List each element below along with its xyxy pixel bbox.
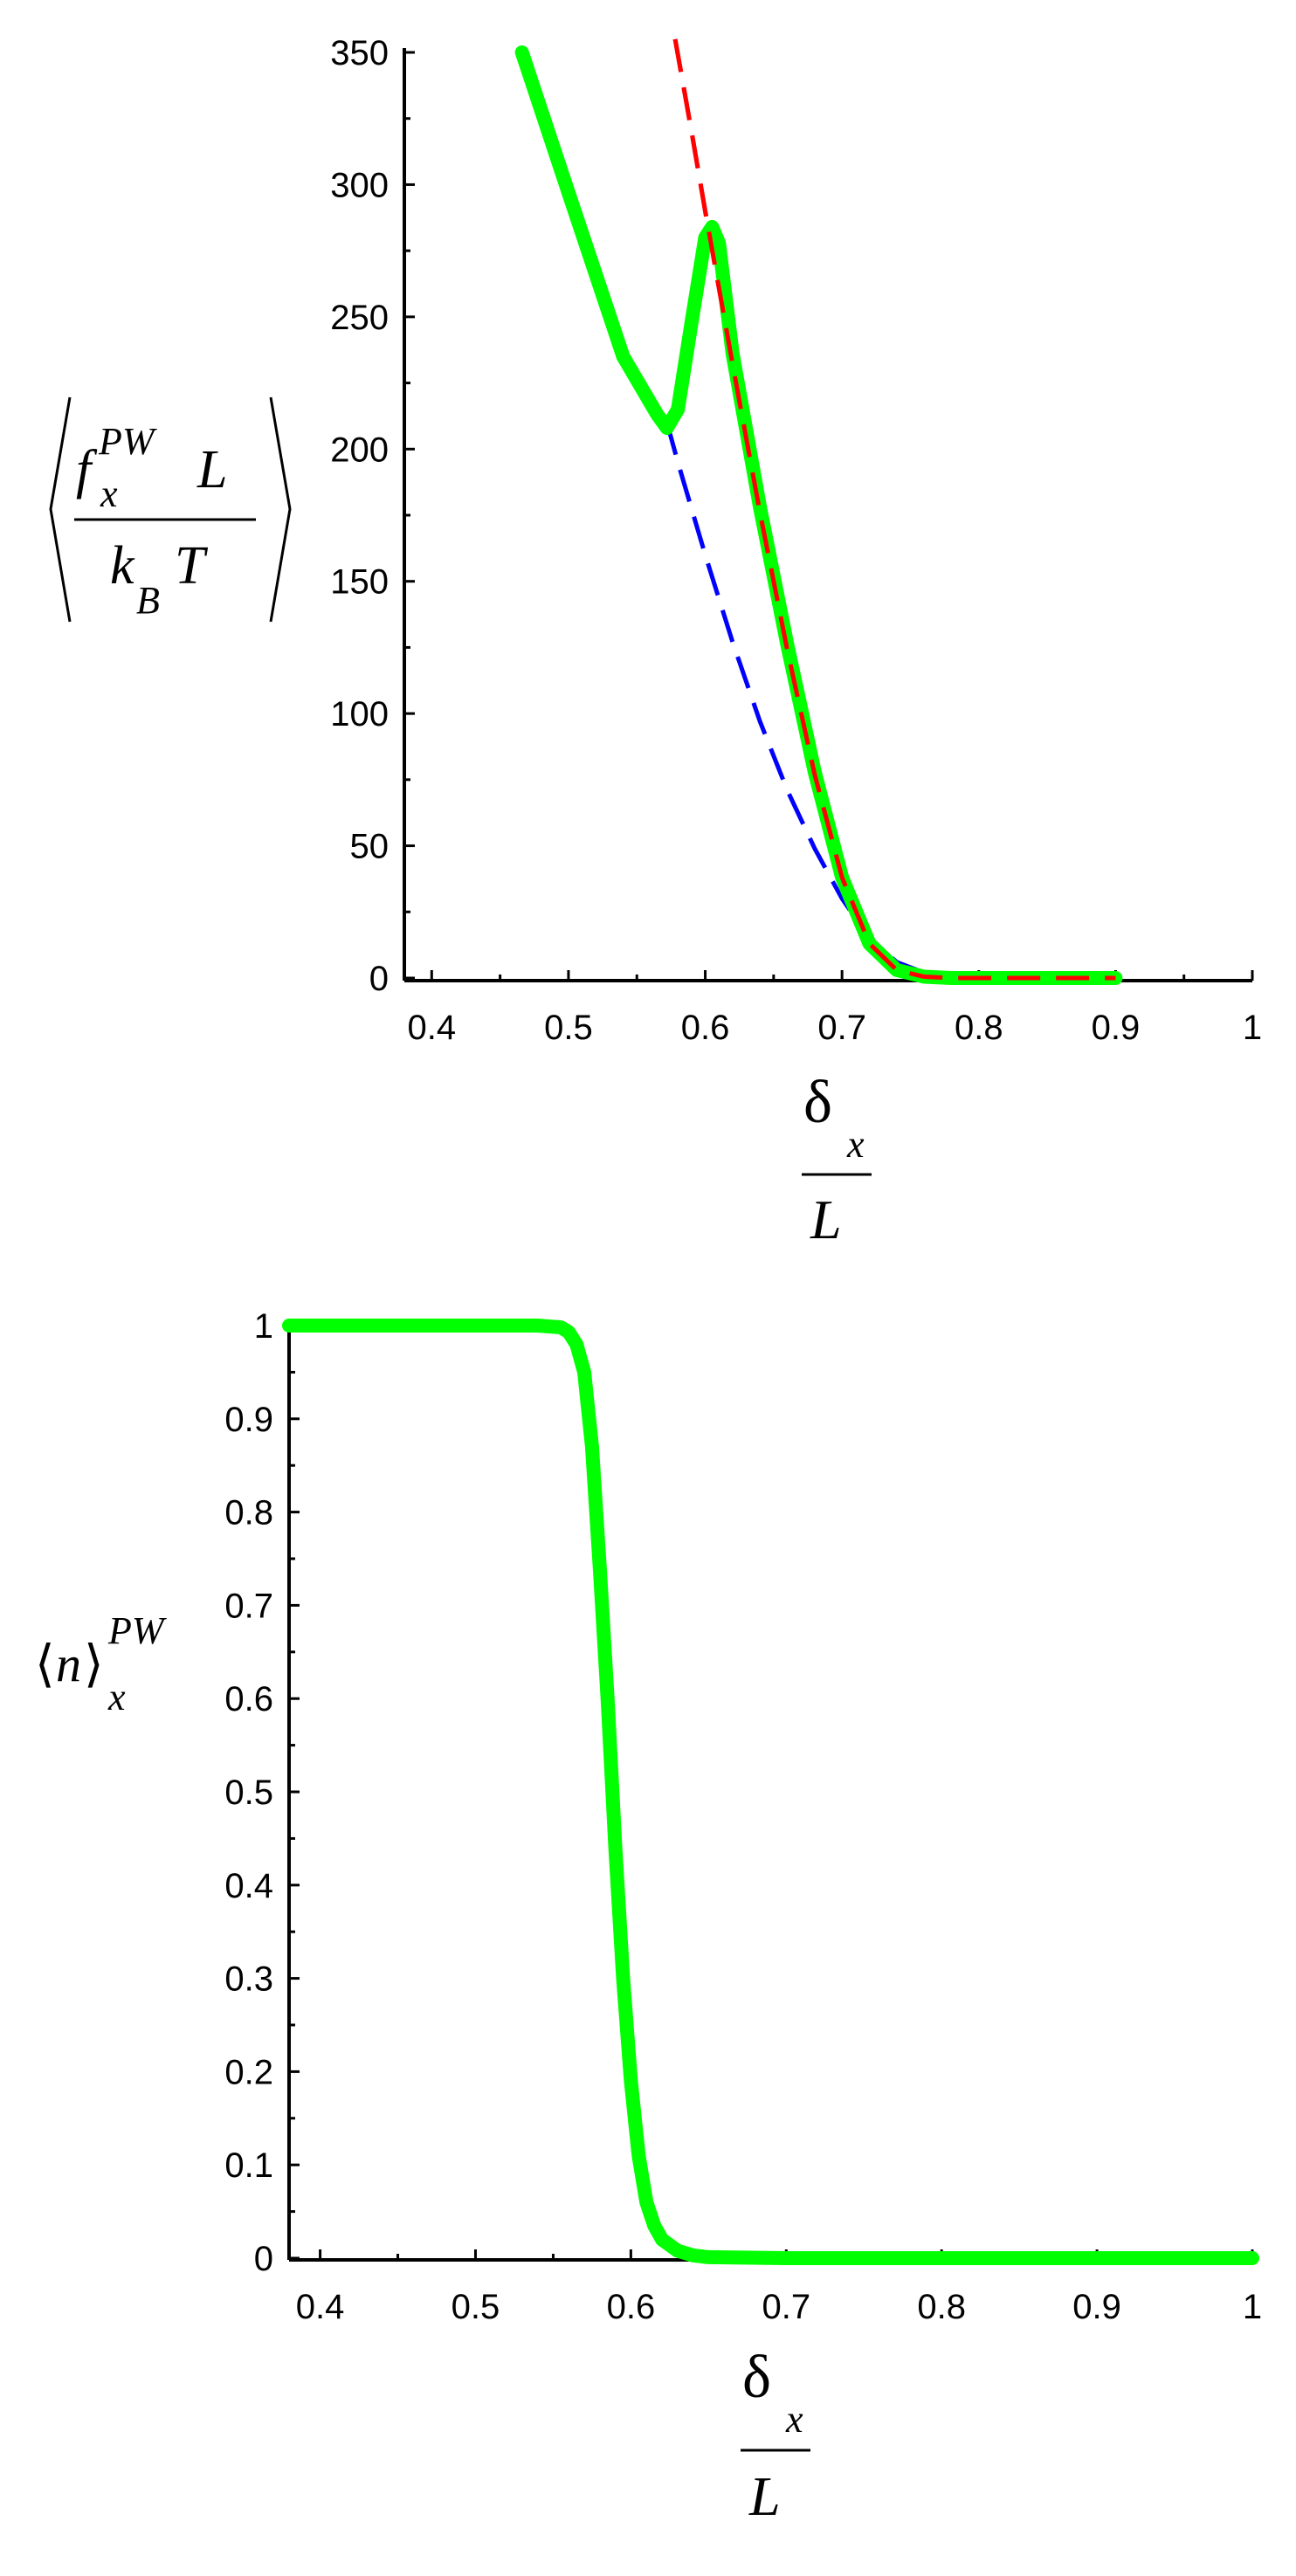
svg-text:PW: PW	[98, 420, 157, 463]
x-tick-label: 0.8	[955, 1009, 1003, 1047]
y-tick-label: 350	[330, 34, 389, 72]
svg-text:x: x	[107, 1676, 126, 1718]
series-line-1	[282, 1319, 1259, 2265]
y-tick-label: 0.4	[224, 1867, 273, 1905]
svg-text:PW: PW	[107, 1609, 167, 1652]
x-tick-label: 0.9	[1092, 1009, 1141, 1047]
svg-text:B: B	[136, 579, 160, 622]
y-tick-label: 0.7	[224, 1587, 273, 1625]
chart2-x-axis-label: δ x L	[741, 2344, 810, 2527]
x-tick-label: 0.5	[452, 2288, 500, 2326]
chart1-y-axis-label: f x PW L k B T	[49, 396, 292, 623]
svg-text:⟨: ⟨	[35, 1636, 55, 1692]
chart1-x-axis-label: δ x L	[802, 1069, 872, 1250]
svg-text:x: x	[785, 2398, 803, 2441]
y-tick-label: 0.5	[224, 1774, 273, 1812]
x-tick-label: 0.7	[762, 2288, 810, 2326]
svg-text:δ: δ	[742, 2344, 771, 2411]
x-tick-label: 1	[1243, 2288, 1262, 2326]
x-tick-label: 0.8	[917, 2288, 966, 2326]
x-tick-label: 0.6	[607, 2288, 656, 2326]
y-tick-label: 50	[350, 828, 389, 866]
y-tick-label: 0.3	[224, 1960, 273, 1999]
x-tick-label: 0.9	[1072, 2288, 1121, 2326]
series-line-red-overlay	[672, 38, 1116, 981]
y-tick-label: 0.1	[224, 2146, 273, 2185]
x-tick-label: 0.4	[296, 2288, 345, 2326]
y-tick-label: 150	[330, 563, 389, 602]
y-tick-label: 0.6	[224, 1680, 273, 1718]
series-line-3	[514, 45, 1123, 985]
svg-text:n: n	[56, 1636, 81, 1692]
svg-text:L: L	[196, 440, 227, 499]
y-tick-label: 0	[254, 2240, 273, 2278]
y-tick-label: 200	[330, 430, 389, 469]
svg-text:k: k	[110, 536, 135, 596]
series-line-1	[665, 422, 1116, 981]
right-angle-bracket	[269, 396, 292, 623]
svg-text:T: T	[175, 536, 209, 596]
y-tick-label: 0	[369, 960, 389, 998]
x-tick-label: 1	[1243, 1009, 1262, 1047]
svg-text:x: x	[100, 472, 118, 515]
y-tick-label: 0.8	[224, 1494, 273, 1533]
svg-text:δ: δ	[803, 1069, 832, 1136]
x-tick-label: 0.7	[817, 1009, 866, 1047]
y-tick-label: 250	[330, 299, 389, 337]
x-tick-label: 0.4	[408, 1009, 457, 1047]
y-tick-label: 0.2	[224, 2053, 273, 2091]
x-tick-label: 0.5	[544, 1009, 593, 1047]
y-tick-label: 100	[330, 695, 389, 734]
y-tick-label: 1	[254, 1307, 273, 1346]
force-chart: f x PW L k B T δ x L 0 50 100 150 200 250 300 3…	[49, 34, 1262, 1250]
y-tick-label: 300	[330, 166, 389, 204]
svg-text:L: L	[748, 2465, 781, 2527]
series-line-2	[672, 38, 1116, 981]
occupancy-chart: ⟨ n ⟩ x PW δ x L 0 0.1 0.2 0.3 0.4 0.5 0.6 0.7 0…	[35, 1307, 1262, 2527]
svg-text:x: x	[846, 1123, 865, 1166]
x-tick-label: 0.6	[681, 1009, 730, 1047]
left-angle-bracket	[49, 396, 72, 623]
svg-text:f: f	[76, 440, 98, 499]
svg-text:⟩: ⟩	[84, 1636, 104, 1692]
chart2-y-axis-label: ⟨ n ⟩ x PW	[35, 1609, 167, 1718]
svg-text:L: L	[810, 1188, 842, 1250]
y-tick-label: 0.9	[224, 1401, 273, 1439]
